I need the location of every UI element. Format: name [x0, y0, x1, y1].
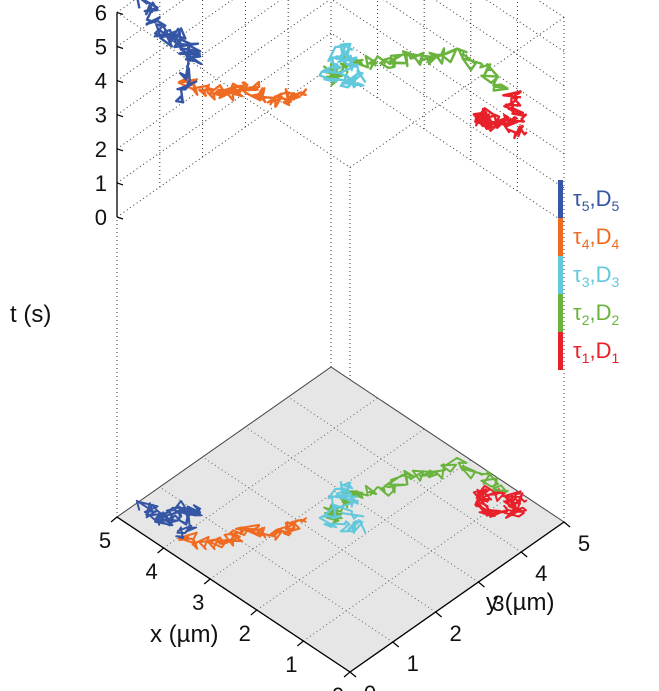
x-tick-label: 1 — [285, 652, 297, 677]
x-tick-label: 4 — [145, 559, 157, 584]
legend-item-label: τ5,D5 — [573, 186, 620, 214]
y-tick-label: 3 — [492, 591, 504, 616]
legend-color-bar — [558, 294, 563, 332]
x-tick-label: 0 — [332, 683, 344, 691]
legend-item-label: τ3,D3 — [573, 262, 620, 290]
z-tick-mark — [116, 216, 124, 220]
z-axis-label: t (s) — [10, 301, 51, 328]
z-tick-mark — [116, 114, 124, 118]
legend-color-bar — [558, 256, 563, 294]
z-tick-label: 5 — [95, 35, 107, 60]
x-tick-label: 5 — [99, 528, 111, 553]
z-tick-mark — [116, 80, 124, 84]
floor-trajectory — [318, 480, 367, 534]
x-tick-label: 3 — [192, 590, 204, 615]
legend-color-bar — [558, 332, 563, 370]
legend-color-bar — [558, 180, 563, 218]
z-tick-mark — [116, 148, 124, 152]
y-tick-mark — [520, 551, 528, 558]
x-tick-mark — [250, 609, 258, 616]
x-axis-line — [116, 516, 351, 673]
trajectory-series — [136, 0, 203, 104]
axis-ticks: 0 1 2 3 4 5 0 1 2 3 4 5 0 1 2 3 4 5 6 — [95, 0, 590, 691]
z-tick-label: 3 — [95, 103, 107, 128]
floor-trajectory — [135, 499, 203, 540]
z-tick-mark — [116, 45, 124, 50]
z-tick-mark — [116, 182, 124, 186]
legend: τ5,D5 τ4,D4 τ3,D3 τ2,D2 τ1,D1 — [558, 180, 620, 370]
trajectory-series — [323, 47, 509, 92]
y-tick-label: 1 — [407, 651, 419, 676]
x-tick-label: 2 — [239, 621, 251, 646]
y-tick-label: 2 — [449, 621, 461, 646]
z-tick-label: 2 — [95, 137, 107, 162]
trajectory-series — [472, 90, 528, 140]
z-tick-label: 6 — [95, 0, 107, 25]
x-tick-mark — [110, 516, 118, 523]
x-tick-mark — [343, 671, 351, 678]
y-tick-label: 4 — [535, 561, 547, 586]
legend-item-label: τ2,D2 — [573, 300, 620, 328]
x-axis-label: x (µm) — [150, 621, 218, 648]
y-tick-mark — [563, 521, 571, 528]
y-tick-label: 0 — [364, 681, 376, 691]
z-tick-label: 1 — [95, 171, 107, 196]
legend-item-label: τ1,D1 — [573, 338, 620, 366]
y-tick-label: 5 — [578, 531, 590, 556]
trajectory-series — [177, 76, 308, 108]
wall-gridline — [116, 0, 565, 18]
x-tick-mark — [297, 640, 304, 647]
x-tick-mark — [203, 578, 211, 585]
y-axis-line — [349, 521, 565, 673]
floor-trajectory — [323, 456, 509, 526]
y-tick-mark — [349, 671, 357, 678]
z-tick-mark — [116, 11, 124, 15]
y-tick-mark — [392, 641, 400, 648]
z-tick-label: 0 — [95, 205, 107, 230]
trajectories-3d — [136, 0, 528, 140]
z-tick-label: 4 — [95, 69, 107, 94]
legend-item-label: τ4,D4 — [573, 224, 620, 252]
y-tick-mark — [478, 581, 485, 588]
legend-color-bar — [558, 218, 563, 256]
y-axis-label: y (µm) — [486, 589, 554, 616]
trajectory-series — [318, 42, 367, 89]
floor-trajectory — [177, 517, 307, 551]
x-tick-mark — [157, 547, 164, 554]
y-tick-mark — [435, 611, 442, 618]
